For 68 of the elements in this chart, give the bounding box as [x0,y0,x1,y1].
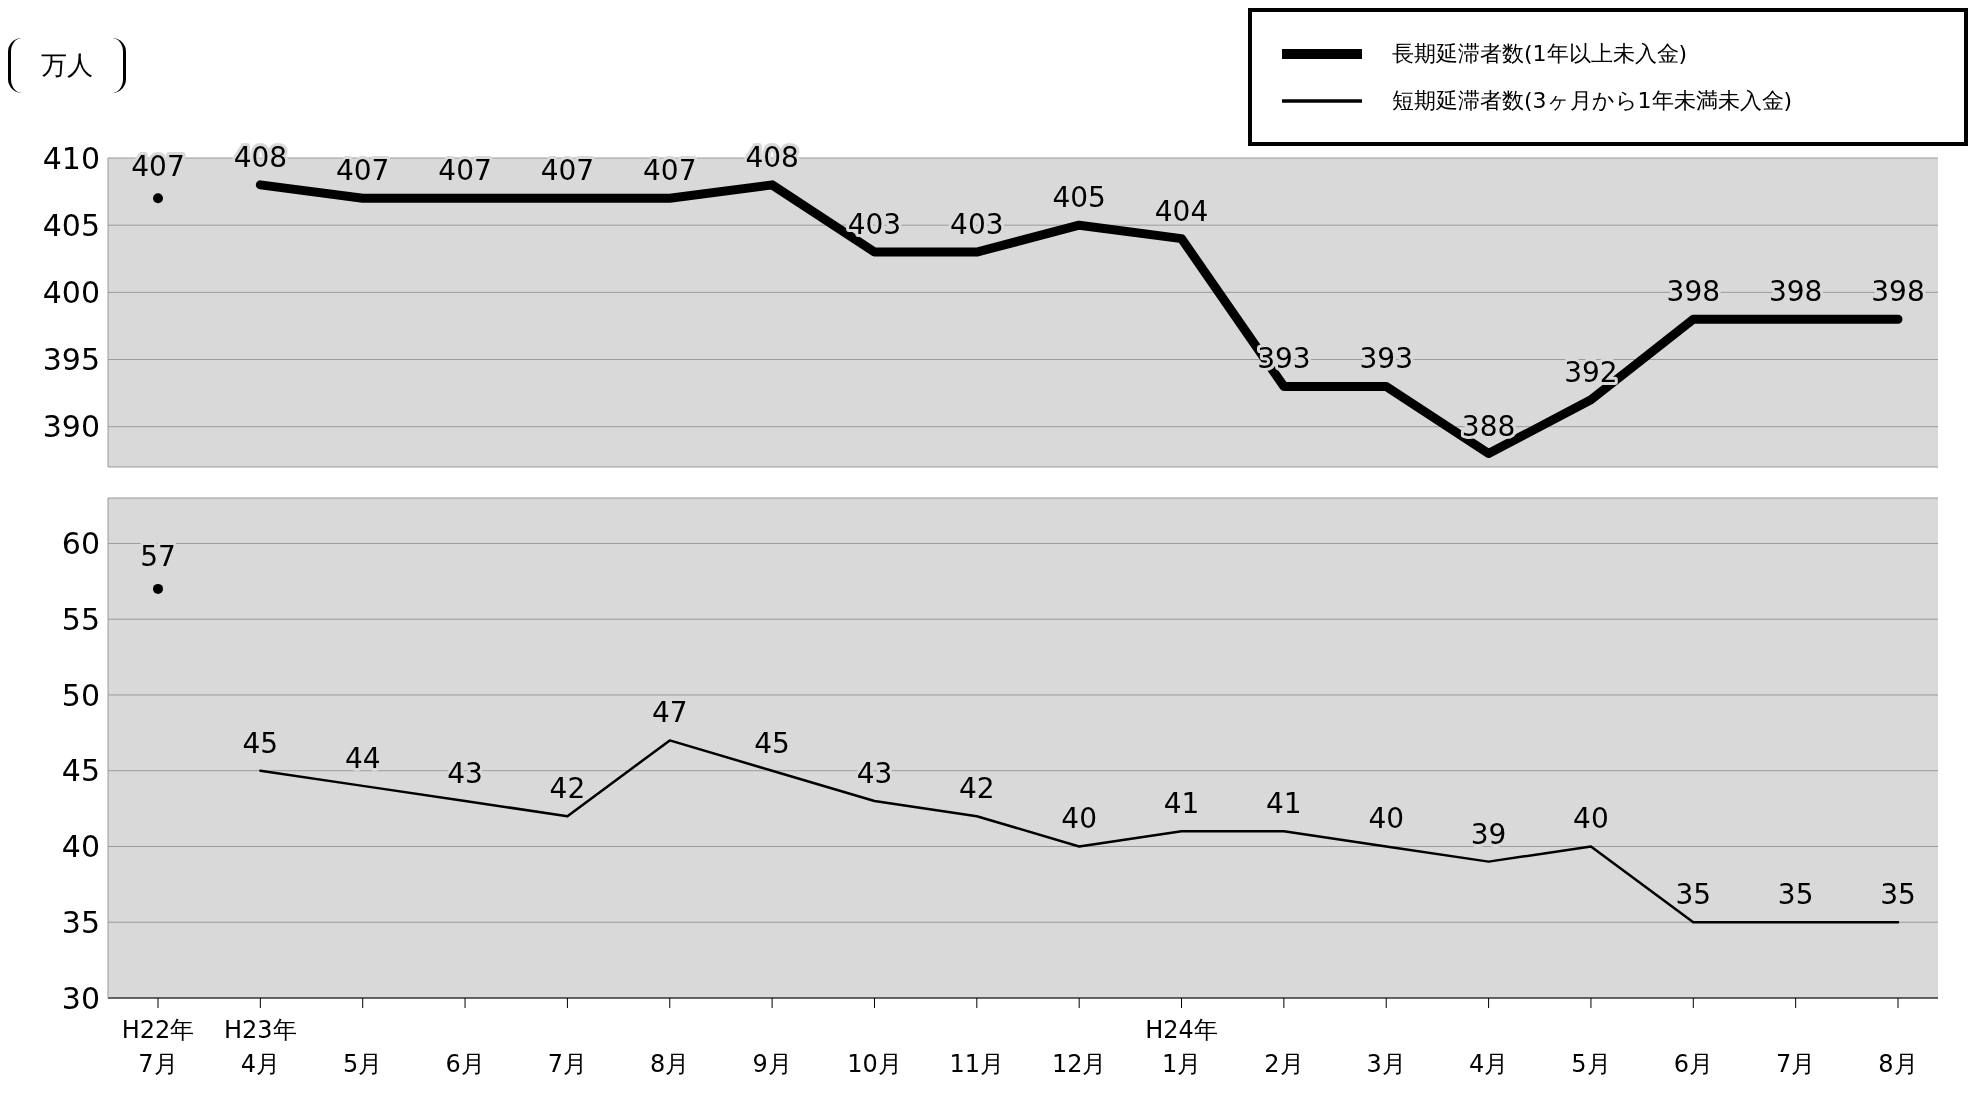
data-label: 44 [344,741,381,775]
y-tick-label: 410 [42,140,100,176]
data-label: 407 [438,154,492,188]
y-tick-label: 45 [61,753,100,789]
x-tick-label: H22年 7月 [121,1016,195,1078]
x-tick-label: 3月 [1366,1050,1406,1078]
data-label: 393 [1359,342,1413,376]
y-tick-label: 390 [42,409,100,445]
data-label: 403 [950,208,1004,242]
data-label: 40 [1573,802,1609,836]
y-tick-label: 40 [61,829,100,865]
x-tick-label: 10月 [847,1050,902,1078]
data-label: 398 [1768,275,1823,309]
x-tick-label: 7月 [1776,1050,1816,1078]
x-tick-label: 11月 [949,1050,1005,1078]
y-tick-label: 395 [42,342,100,378]
data-label: 43 [856,757,893,791]
data-label: 403 [847,208,902,242]
y-tick-label: 400 [42,275,100,310]
x-tick-label: 8月 [650,1050,690,1078]
data-label: 42 [549,772,586,806]
data-label: 408 [233,140,288,174]
y-axis-title: 万人 [8,38,126,93]
data-label: 405 [1052,181,1106,215]
x-tick-label: 7月 [547,1050,588,1078]
data-label: 40 [1368,802,1405,836]
data-label: 47 [651,696,688,730]
y-tick-label: 55 [61,601,100,637]
x-tick-label: 5月 [1571,1050,1611,1078]
data-label: 398 [1871,275,1925,309]
data-label: 43 [447,757,483,791]
data-label: 398 [1666,275,1721,309]
x-tick-label: 12月 [1051,1050,1107,1078]
data-label: 407 [643,154,697,188]
data-label: 35 [1880,878,1916,912]
y-tick-label: 30 [61,980,100,1016]
data-label: 392 [1564,355,1618,389]
x-tick-label: H24年 1月 [1145,1016,1218,1078]
data-label: 41 [1163,787,1200,821]
x-tick-label: 6月 [445,1050,485,1078]
data-label: 407 [335,154,390,188]
data-label: 407 [540,154,595,188]
data-label: 42 [959,772,995,806]
x-tick-label: 9月 [752,1050,792,1078]
data-label: 57 [140,540,176,574]
data-label: 35 [1675,878,1712,912]
data-label: 407 [131,149,185,183]
x-tick-label: H23年 4月 [224,1016,297,1078]
x-tick-label: 8月 [1878,1050,1918,1078]
data-label: 35 [1777,878,1814,912]
text: 短期延滞者数(3ヶ月から1年未満未入金) [1392,86,1793,115]
x-tick-label: 5月 [343,1050,383,1078]
y-tick-label: 60 [61,526,100,562]
data-label: 408 [745,140,799,174]
legend-label: 長期延滞者数(1年以上未入金) [1392,39,1688,68]
data-label: 45 [754,726,790,760]
y-tick-label: 50 [61,677,100,713]
data-label: 41 [1266,787,1302,821]
y-tick-label: 35 [61,904,100,940]
data-label: 45 [242,726,279,760]
x-tick-label: 6月 [1673,1050,1713,1078]
data-label: 40 [1061,802,1097,836]
y-tick-label: 405 [42,207,100,243]
data-label: 39 [1470,817,1507,851]
x-tick-label: 4月 [1468,1050,1509,1078]
data-label: 404 [1154,194,1209,228]
data-label: 388 [1461,409,1516,443]
x-tick-label: 2月 [1264,1050,1304,1078]
